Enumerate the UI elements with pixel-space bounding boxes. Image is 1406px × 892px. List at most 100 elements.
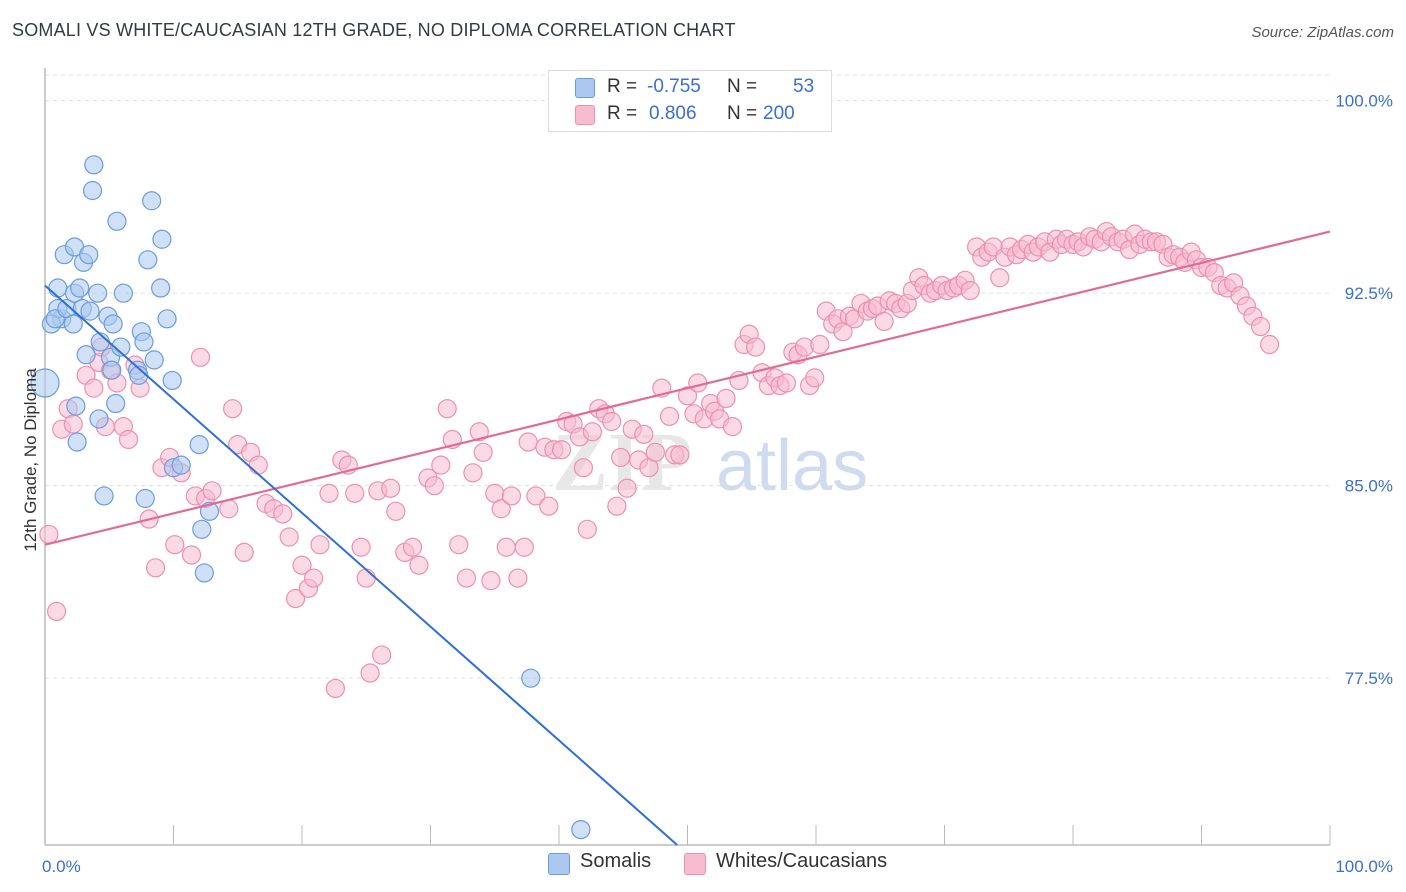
- white-caucasian-point: [670, 445, 690, 465]
- somali-point: [82, 180, 103, 201]
- white-caucasian-point: [481, 571, 501, 591]
- white-caucasian-point: [234, 542, 254, 563]
- somali-point: [70, 278, 90, 298]
- white-caucasian-point: [776, 373, 797, 393]
- white-caucasian-point: [1260, 334, 1280, 355]
- white-caucasian-point: [607, 496, 627, 516]
- somali-point: [157, 309, 177, 329]
- somali-point: [192, 519, 212, 539]
- source-label: Source: ZipAtlas.com: [1251, 24, 1394, 41]
- white-caucasian-point: [223, 399, 243, 419]
- white-caucasian-point: [409, 555, 429, 575]
- watermark-atlas: atlas: [716, 426, 868, 506]
- somali-point: [30, 368, 60, 398]
- somali-point: [151, 278, 171, 298]
- legend-n-label: N =: [727, 76, 758, 97]
- somali-point: [194, 563, 214, 583]
- legend-r-label: R =: [607, 103, 638, 124]
- tick-labels: 77.5% 85.0% 92.5% 100.0% 0.0% 100.0%: [42, 92, 1393, 876]
- white-caucasian-point: [39, 524, 59, 545]
- somali-point: [94, 486, 114, 506]
- somali-point: [88, 283, 108, 303]
- white-caucasian-point: [577, 519, 597, 539]
- legend-white-r: 0.806: [649, 103, 697, 124]
- somali-point: [113, 283, 133, 303]
- white-caucasian-point: [372, 645, 392, 665]
- somali-point: [63, 314, 83, 334]
- legend-swatch-somali: [575, 78, 595, 98]
- white-caucasian-point: [145, 558, 166, 578]
- white-caucasian-point: [248, 455, 268, 475]
- somali-trend-line: [44, 284, 678, 846]
- white-caucasian-point: [285, 588, 306, 609]
- white-caucasian-point: [874, 311, 894, 331]
- somali-point: [84, 155, 104, 175]
- bottom-legend-label-white: Whites/Caucasians: [716, 850, 888, 872]
- y-tick-label: 92.5%: [1345, 284, 1393, 303]
- white-caucasian-point: [381, 478, 401, 498]
- white-caucasian-point: [496, 537, 516, 557]
- white-caucasian-point: [325, 678, 346, 699]
- somali-point: [48, 278, 68, 298]
- white-caucasian-point: [351, 537, 371, 557]
- white-caucasian-point: [602, 411, 622, 432]
- axis-layer: [44, 68, 1331, 846]
- white-caucasian-point: [402, 537, 423, 557]
- legend-n-label: N =: [727, 103, 758, 124]
- white-caucasian-point: [345, 483, 365, 503]
- x-tick-label: 0.0%: [42, 857, 81, 876]
- white-caucasian-point: [810, 334, 830, 355]
- somali-point: [89, 409, 109, 429]
- y-tick-label: 77.5%: [1345, 669, 1393, 688]
- somali-point: [144, 350, 164, 370]
- stats-legend: R = -0.755 N = 53 R = 0.806 N = 200: [548, 70, 832, 132]
- white-caucasian-point: [437, 399, 457, 419]
- somali-point: [102, 360, 122, 380]
- chart-title: SOMALI VS WHITE/CAUCASIAN 12TH GRADE, NO…: [12, 20, 736, 40]
- somali-point: [67, 432, 87, 452]
- legend-swatch-white: [575, 105, 595, 125]
- white-caucasian-point: [805, 368, 825, 388]
- bottom-legend-swatch-white: [684, 853, 706, 875]
- white-caucasian-point: [118, 429, 139, 450]
- white-caucasian-point: [292, 555, 312, 575]
- somali-point: [103, 314, 123, 334]
- white-caucasian-point: [551, 440, 572, 460]
- somali-point: [189, 435, 209, 455]
- white-caucasian-point: [463, 463, 483, 483]
- grid-layer: [45, 74, 1330, 679]
- legend-r-label: R =: [607, 76, 638, 97]
- white-caucasian-point: [84, 378, 104, 398]
- white-caucasian-point: [356, 568, 376, 588]
- white-caucasian-points: [39, 221, 1280, 699]
- y-tick-label: 85.0%: [1345, 477, 1393, 496]
- somali-point: [66, 396, 86, 416]
- white-caucasian-point: [456, 568, 477, 588]
- white-caucasian-trend-line: [44, 230, 1331, 546]
- white-caucasian-point: [645, 442, 665, 462]
- white-caucasian-point: [1251, 316, 1271, 337]
- somali-point: [106, 393, 126, 414]
- somali-point: [134, 332, 154, 352]
- somali-point: [162, 370, 182, 391]
- white-caucasian-point: [746, 337, 766, 357]
- y-tick-label: 100.0%: [1335, 92, 1393, 111]
- white-caucasian-point: [449, 535, 469, 555]
- white-caucasian-point: [473, 442, 493, 462]
- white-caucasian-point: [677, 386, 698, 406]
- white-caucasian-point: [273, 504, 293, 524]
- white-caucasian-point: [722, 417, 743, 437]
- legend-somali-n: 53: [793, 76, 815, 97]
- somali-point: [135, 488, 155, 509]
- white-caucasian-point: [386, 501, 406, 521]
- white-caucasian-point: [319, 483, 339, 503]
- white-caucasian-point: [611, 447, 631, 468]
- white-caucasian-point: [508, 568, 528, 588]
- white-caucasian-point: [518, 432, 538, 452]
- white-caucasian-point: [617, 478, 637, 498]
- white-caucasian-point: [190, 347, 211, 367]
- white-caucasian-point: [960, 281, 980, 301]
- somali-point: [571, 819, 591, 840]
- x-tick-label: 100.0%: [1335, 857, 1393, 876]
- white-caucasian-point: [526, 486, 546, 506]
